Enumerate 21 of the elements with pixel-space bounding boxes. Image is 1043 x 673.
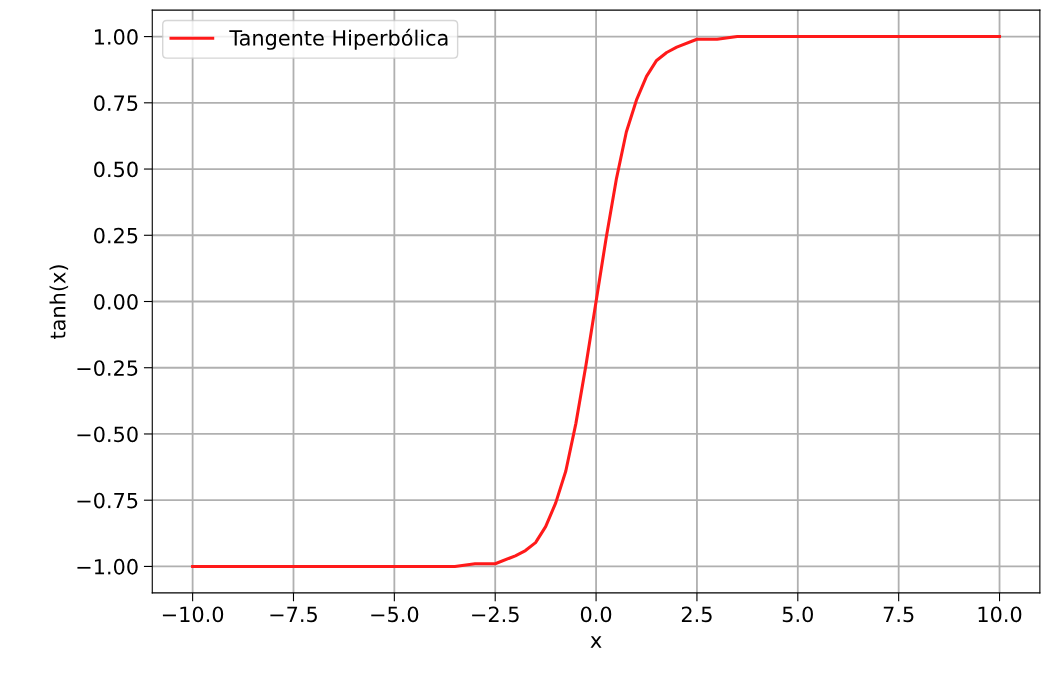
y-tick-label: −0.50	[77, 426, 138, 443]
y-tick-label: −0.25	[77, 360, 138, 376]
x-tick-label: −2.5	[472, 606, 519, 623]
y-tick-label: −0.75	[77, 492, 138, 509]
y-tick-label: 0.75	[94, 95, 138, 112]
legend-label: Tangente Hiperbólica	[229, 28, 448, 50]
y-tick-label: 1.00	[94, 29, 138, 45]
x-tick-label: 7.5	[883, 606, 914, 623]
x-tick-label: −7.5	[270, 606, 317, 623]
y-tick-label: 0.25	[94, 227, 138, 244]
x-tick-label: −5.0	[371, 606, 419, 623]
x-tick-label: 5.0	[782, 606, 813, 623]
x-tick-label: 10.0	[978, 606, 1022, 623]
x-tick-label: 2.5	[681, 606, 712, 623]
y-tick-label: −1.00	[77, 558, 138, 575]
x-tick-label: −10.0	[162, 606, 224, 623]
y-tick-label: 0.00	[94, 293, 138, 310]
x-tick-label: 0.0	[580, 606, 612, 623]
y-axis-title: tanh(x)	[49, 265, 69, 339]
y-tick-label: 0.50	[94, 161, 138, 178]
x-axis-title: x	[590, 636, 602, 648]
